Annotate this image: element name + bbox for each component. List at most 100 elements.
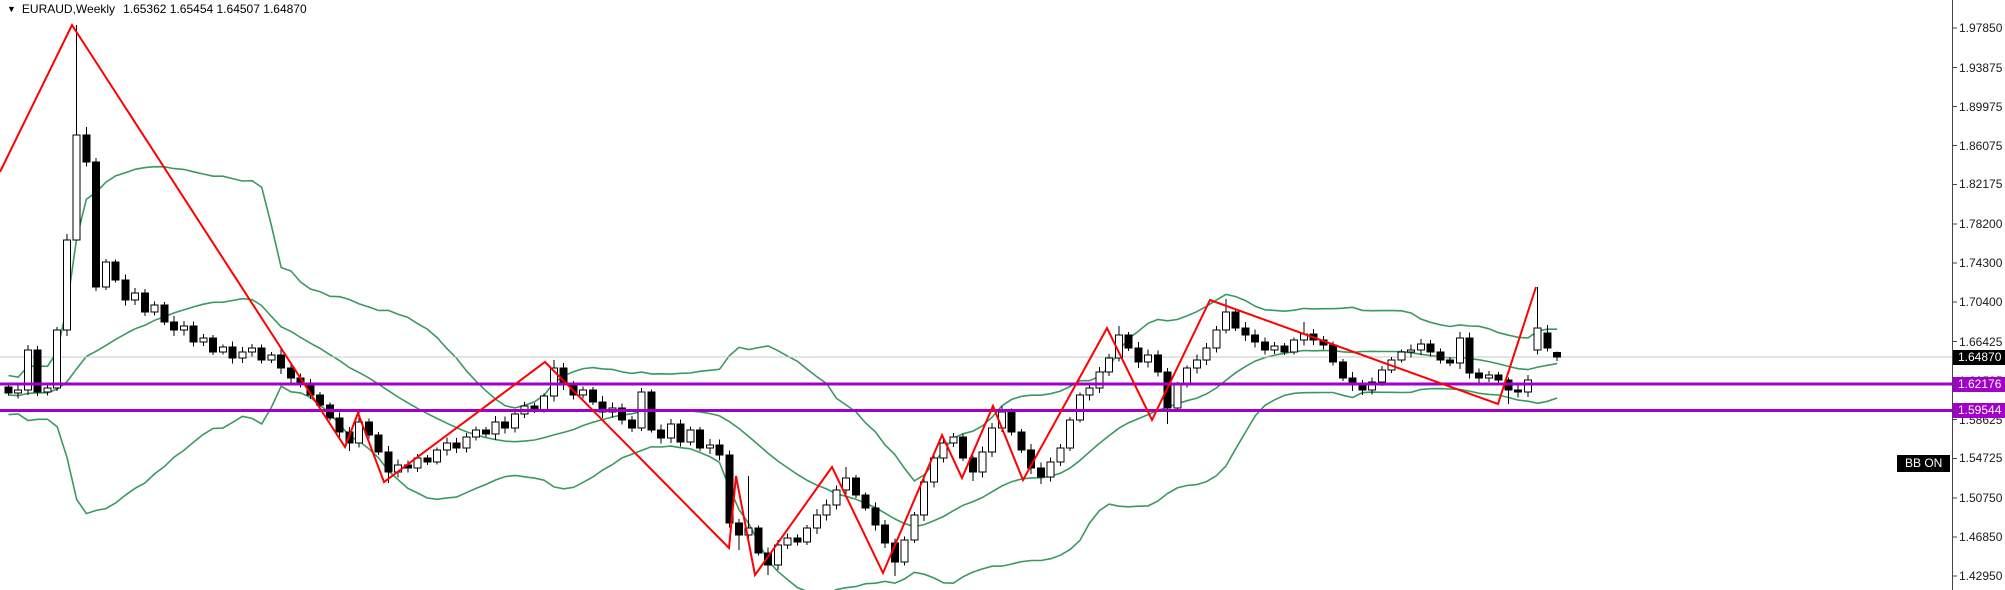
candle (1212, 325, 1221, 353)
price-axis-label: 1.42950 (1959, 569, 2003, 583)
candle (1261, 337, 1269, 355)
price-axis-label: 1.82175 (1959, 177, 2003, 192)
candle (24, 345, 32, 395)
price-axis-label: 1.66425 (1959, 334, 2003, 349)
candle (33, 345, 42, 397)
candle (1465, 332, 1474, 379)
candle (1144, 349, 1153, 368)
resistance-level-badge: 1.62176 (1953, 376, 2005, 392)
candle (1553, 351, 1562, 361)
candle (686, 426, 695, 446)
candle (988, 423, 997, 457)
candle (783, 533, 792, 550)
candle (374, 432, 383, 455)
candle (910, 512, 919, 543)
candle (1407, 344, 1416, 358)
candle (1533, 287, 1542, 355)
candle (452, 438, 461, 453)
candle (579, 386, 588, 399)
candle (1270, 342, 1279, 354)
candle (1046, 457, 1055, 482)
price-axis-label: 1.50750 (1959, 491, 2003, 506)
candle (1514, 384, 1523, 398)
zigzag-line[interactable] (0, 22, 1537, 578)
price-axis-label: 1.93875 (1959, 60, 2003, 75)
bb-on-label[interactable]: BB ON (1897, 455, 1951, 472)
symbol-period-label: EURAUD,Weekly (21, 2, 116, 16)
candle (1436, 348, 1445, 364)
candle (228, 341, 237, 364)
candle (1163, 368, 1172, 425)
price-axis-label: 1.46850 (1959, 530, 2003, 545)
candle (754, 525, 763, 556)
candle (881, 520, 890, 548)
candle (939, 438, 948, 463)
support-level-badge: 1.59544 (1953, 402, 2005, 418)
price-axis-label: 1.86075 (1959, 138, 2003, 153)
candle (1017, 429, 1026, 453)
bollinger-lower-band (8, 385, 1558, 590)
candle (335, 412, 344, 438)
candle (842, 467, 851, 494)
candle (1231, 309, 1240, 331)
candle (267, 352, 276, 363)
candle (666, 419, 675, 443)
candle (1124, 332, 1133, 351)
candle (462, 432, 471, 453)
candle (1455, 332, 1464, 369)
ohlc-close: 1.64870 (263, 2, 307, 16)
candle (676, 419, 685, 447)
candle (199, 334, 208, 346)
candle (949, 433, 958, 447)
candle (1153, 350, 1162, 377)
candle (433, 447, 442, 465)
ohlc-open: 1.65362 (123, 2, 167, 16)
candle (1192, 354, 1201, 374)
candle (160, 302, 169, 325)
candle (1134, 342, 1143, 368)
candle (1105, 353, 1114, 377)
candle (101, 258, 110, 291)
candle (1290, 337, 1299, 355)
candle (774, 540, 782, 570)
candle (1523, 375, 1532, 397)
candle (72, 25, 81, 241)
candle (598, 396, 607, 418)
candle (559, 363, 568, 390)
candle (851, 474, 860, 499)
candle (43, 384, 52, 396)
bollinger-middle-band (8, 297, 1558, 528)
candle (735, 519, 743, 550)
candle (812, 509, 821, 534)
candle (472, 426, 480, 441)
candle (725, 450, 734, 528)
candle (257, 344, 266, 364)
collapse-arrow-icon[interactable]: ▼ (7, 4, 16, 14)
candle (4, 384, 13, 396)
candle (657, 424, 666, 444)
candle (384, 446, 393, 483)
candle (696, 427, 704, 451)
candle (822, 499, 831, 521)
candle (871, 502, 880, 531)
candle (1036, 462, 1045, 484)
candle (248, 343, 256, 357)
candle (920, 476, 929, 521)
current-price-badge: 1.64870 (1953, 349, 2005, 365)
candle (861, 492, 870, 511)
candle (1426, 339, 1435, 357)
candle (140, 288, 149, 317)
candle (705, 439, 714, 454)
candle (832, 485, 841, 510)
candle (1397, 349, 1406, 363)
candle (62, 234, 71, 336)
candle (803, 525, 812, 545)
candle (277, 349, 286, 374)
candle (442, 437, 451, 456)
price-axis-label: 1.74300 (1959, 256, 2003, 271)
candle (1543, 325, 1552, 352)
candle (1056, 444, 1065, 466)
candle (1416, 339, 1425, 355)
